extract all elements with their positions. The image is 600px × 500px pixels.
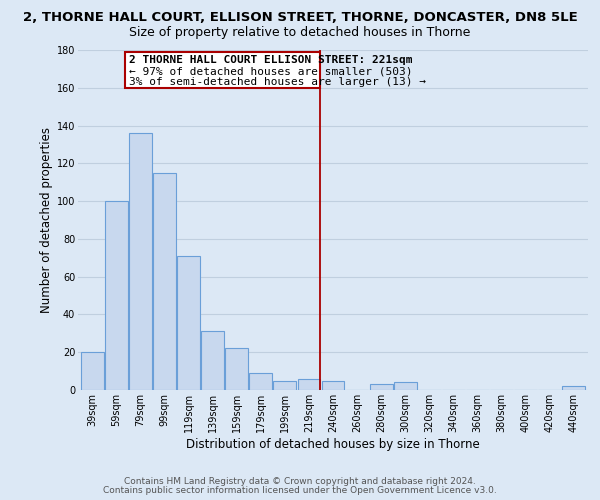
FancyBboxPatch shape <box>125 52 320 88</box>
Bar <box>201 332 224 390</box>
Bar <box>250 373 272 390</box>
Bar <box>105 201 128 390</box>
Bar <box>177 256 200 390</box>
Y-axis label: Number of detached properties: Number of detached properties <box>40 127 53 313</box>
Bar <box>226 348 248 390</box>
Text: Contains public sector information licensed under the Open Government Licence v3: Contains public sector information licen… <box>103 486 497 495</box>
Bar <box>394 382 416 390</box>
Text: Size of property relative to detached houses in Thorne: Size of property relative to detached ho… <box>130 26 470 39</box>
Text: 2 THORNE HALL COURT ELLISON STREET: 221sqm: 2 THORNE HALL COURT ELLISON STREET: 221s… <box>128 54 412 64</box>
Bar <box>562 386 585 390</box>
Text: 2, THORNE HALL COURT, ELLISON STREET, THORNE, DONCASTER, DN8 5LE: 2, THORNE HALL COURT, ELLISON STREET, TH… <box>23 11 577 24</box>
Text: Contains HM Land Registry data © Crown copyright and database right 2024.: Contains HM Land Registry data © Crown c… <box>124 477 476 486</box>
Text: 3% of semi-detached houses are larger (13) →: 3% of semi-detached houses are larger (1… <box>128 78 425 88</box>
Bar <box>153 173 176 390</box>
Bar <box>298 378 320 390</box>
Bar <box>129 133 152 390</box>
Bar <box>81 352 104 390</box>
Text: ← 97% of detached houses are smaller (503): ← 97% of detached houses are smaller (50… <box>128 66 412 76</box>
X-axis label: Distribution of detached houses by size in Thorne: Distribution of detached houses by size … <box>186 438 480 450</box>
Bar <box>370 384 392 390</box>
Bar <box>274 380 296 390</box>
Bar <box>322 380 344 390</box>
